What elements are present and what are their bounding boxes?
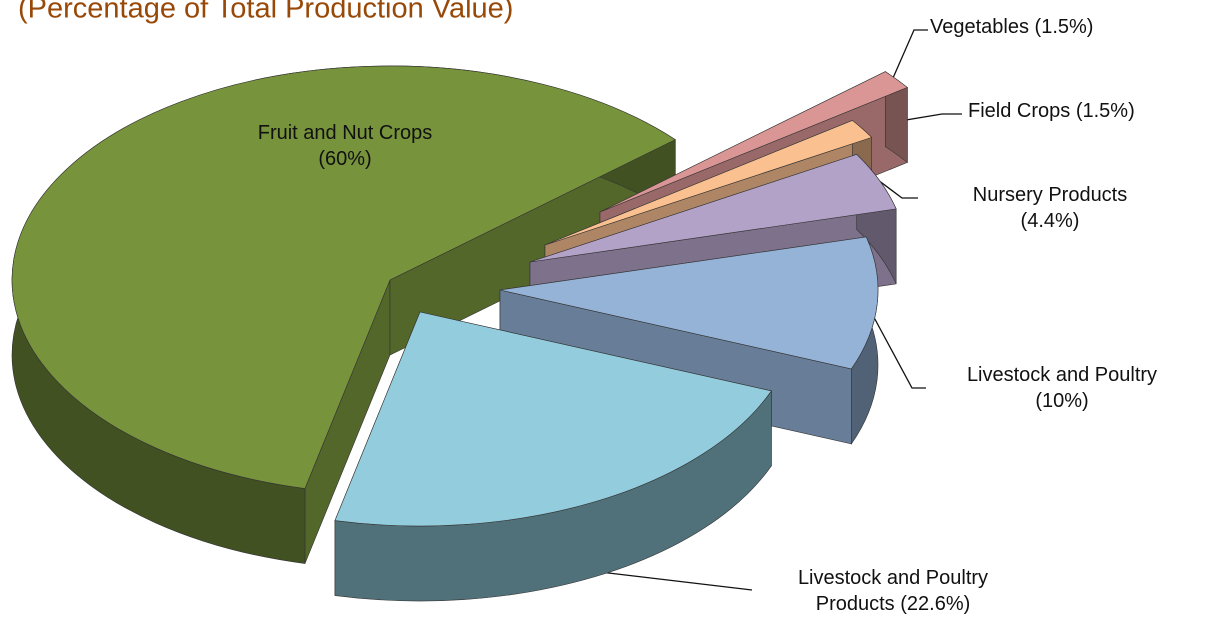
leader-line bbox=[877, 179, 918, 199]
slice-top bbox=[544, 120, 873, 246]
value-label: (60%) bbox=[318, 148, 372, 170]
slice-label: Fruit and Nut Crops (60%) bbox=[200, 120, 490, 172]
slice-top bbox=[529, 154, 897, 263]
leader-line bbox=[869, 309, 926, 389]
slice-top bbox=[499, 236, 879, 370]
category-name: Nursery Products bbox=[972, 184, 1128, 206]
category-name: Livestock and Poultry bbox=[966, 364, 1158, 386]
value-label: (22.6%) bbox=[900, 593, 971, 615]
slice-label: Livestock and Poultry Products (22.6%) bbox=[762, 565, 1024, 617]
leader-line bbox=[599, 571, 753, 591]
slice-top bbox=[599, 71, 908, 213]
category-name: Field Crops bbox=[968, 100, 1071, 122]
value-label: (1.5%) bbox=[1034, 16, 1094, 38]
chart-title: (Percentage of Total Production Value) bbox=[18, 0, 513, 25]
leader-line bbox=[892, 29, 928, 79]
slice-label: Vegetables (1.5%) bbox=[930, 14, 1210, 40]
value-label: (10%) bbox=[1035, 390, 1089, 412]
slice-label: Field Crops (1.5%) bbox=[968, 98, 1208, 124]
slice-label: Livestock and Poultry (10%) bbox=[922, 362, 1202, 414]
value-label: (4.4%) bbox=[1020, 210, 1080, 232]
slice-top bbox=[334, 311, 772, 527]
category-name: Vegetables bbox=[930, 16, 1029, 38]
value-label: (1.5%) bbox=[1075, 100, 1135, 122]
category-name: Fruit and Nut Crops bbox=[257, 122, 433, 144]
slice-label: Nursery Products (4.4%) bbox=[925, 182, 1175, 234]
slice-top bbox=[11, 65, 676, 489]
category-name: Livestock and Poultry Products bbox=[797, 567, 989, 615]
